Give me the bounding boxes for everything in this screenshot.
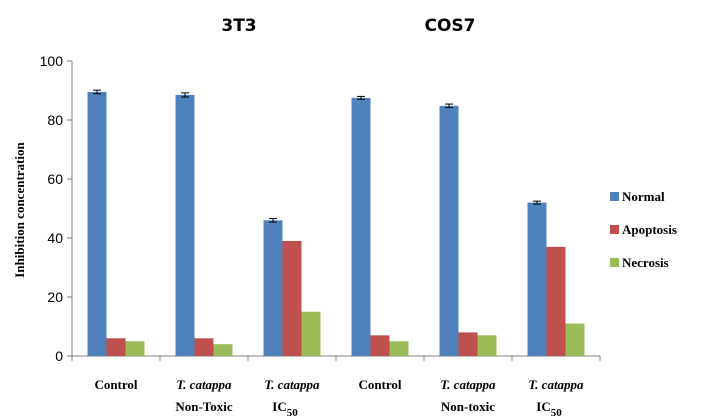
- y-tick-label: 20: [47, 289, 63, 305]
- bar-normal-3: [351, 97, 371, 356]
- bar-necrosis-5: [565, 323, 585, 356]
- bar-necrosis-4: [477, 335, 497, 356]
- legend-swatch-normal: [610, 192, 619, 201]
- bar-necrosis-1: [213, 344, 233, 356]
- y-tick-label: 100: [40, 53, 64, 69]
- bar-necrosis-2: [301, 311, 321, 356]
- bar-apoptosis-3: [370, 335, 390, 356]
- bar-normal-0: [87, 91, 107, 356]
- bar-necrosis-0: [125, 341, 145, 356]
- bar-apoptosis-4: [458, 332, 478, 356]
- legend-swatch-apoptosis: [610, 225, 619, 234]
- y-tick-label: 0: [55, 348, 63, 364]
- y-axis-label: Inhibition concentration: [12, 142, 27, 278]
- legend-label-necrosis: Necrosis: [622, 255, 669, 270]
- bar-apoptosis-2: [282, 240, 302, 356]
- category-label-5: T. catappa IC50: [528, 377, 584, 419]
- group-title-3t3: 3T3: [221, 16, 256, 36]
- y-tick-label: 60: [47, 171, 63, 187]
- category-label-3: Control: [358, 377, 401, 392]
- bar-normal-1: [175, 94, 195, 357]
- category-label-4: T. catappa Non-toxic: [440, 377, 496, 414]
- group-title-cos7: COS7: [425, 16, 476, 36]
- legend-label-normal: Normal: [622, 189, 665, 204]
- bar-normal-2: [263, 220, 283, 356]
- legend-swatch-necrosis: [610, 258, 619, 267]
- bar-apoptosis-5: [546, 246, 566, 356]
- y-tick-label: 40: [47, 230, 63, 246]
- category-label-2: T. catappa IC50: [264, 377, 320, 419]
- category-label-1: T. catappa Non-Toxic: [175, 377, 233, 414]
- bar-apoptosis-0: [106, 338, 126, 356]
- y-tick-label: 80: [47, 112, 63, 128]
- bar-normal-5: [527, 202, 547, 356]
- legend-label-apoptosis: Apoptosis: [622, 222, 677, 237]
- bar-apoptosis-1: [194, 338, 214, 356]
- category-label-0: Control: [94, 377, 137, 392]
- bar-necrosis-3: [389, 341, 409, 356]
- bar-normal-4: [439, 105, 459, 356]
